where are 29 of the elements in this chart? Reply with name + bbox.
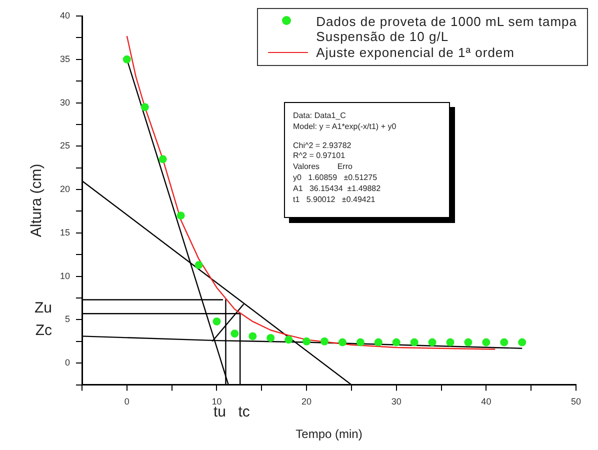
- y-tick-label: 25: [60, 140, 70, 151]
- y-tick-label: 10: [60, 270, 70, 281]
- annotation: Model: y = A1*exp(-x/t1) + y0: [293, 122, 398, 133]
- y-tick-label: 30: [60, 97, 70, 108]
- y-tick-label: 20: [60, 184, 70, 194]
- annotation: Chi^2 = 2.93782: [293, 140, 352, 152]
- annotation: y0 1.60859 ±0.51275: [293, 172, 378, 184]
- annotation: tc: [238, 403, 250, 420]
- annotation: Valores Erro: [293, 162, 354, 173]
- x-tick-label: 20: [302, 396, 312, 407]
- y-axis-title: Altura (cm): [28, 164, 46, 238]
- y-tick-label: 40: [60, 10, 70, 20]
- y-tick-label: 35: [60, 54, 70, 64]
- x-axis-title: Tempo (min): [296, 427, 362, 442]
- annotation: R^2 = 0.97101: [293, 151, 346, 162]
- annotation: Zc: [35, 322, 52, 339]
- y-tick-label: 0: [64, 358, 70, 368]
- x-tick-label: 50: [570, 396, 582, 407]
- y-tick-label: 15: [60, 227, 70, 238]
- y-tick-label: 5: [64, 314, 70, 324]
- annotation: A1 36.15434 ±1.49882: [293, 184, 382, 195]
- legend-label: Dados de proveta de 1000 mL sem tampa Suspensão de 10 g/L: [316, 14, 577, 44]
- annotation: Zu: [34, 299, 52, 316]
- legend-label: Ajuste exponencial de 1ª ordem: [316, 45, 514, 60]
- x-tick-label: 40: [481, 396, 492, 407]
- x-tick-label: 30: [391, 396, 402, 407]
- annotation: Data: Data1_C: [293, 111, 347, 122]
- x-tick-label: 0: [124, 396, 130, 407]
- annotation: t1 5.90012 ±0.49421: [293, 194, 376, 206]
